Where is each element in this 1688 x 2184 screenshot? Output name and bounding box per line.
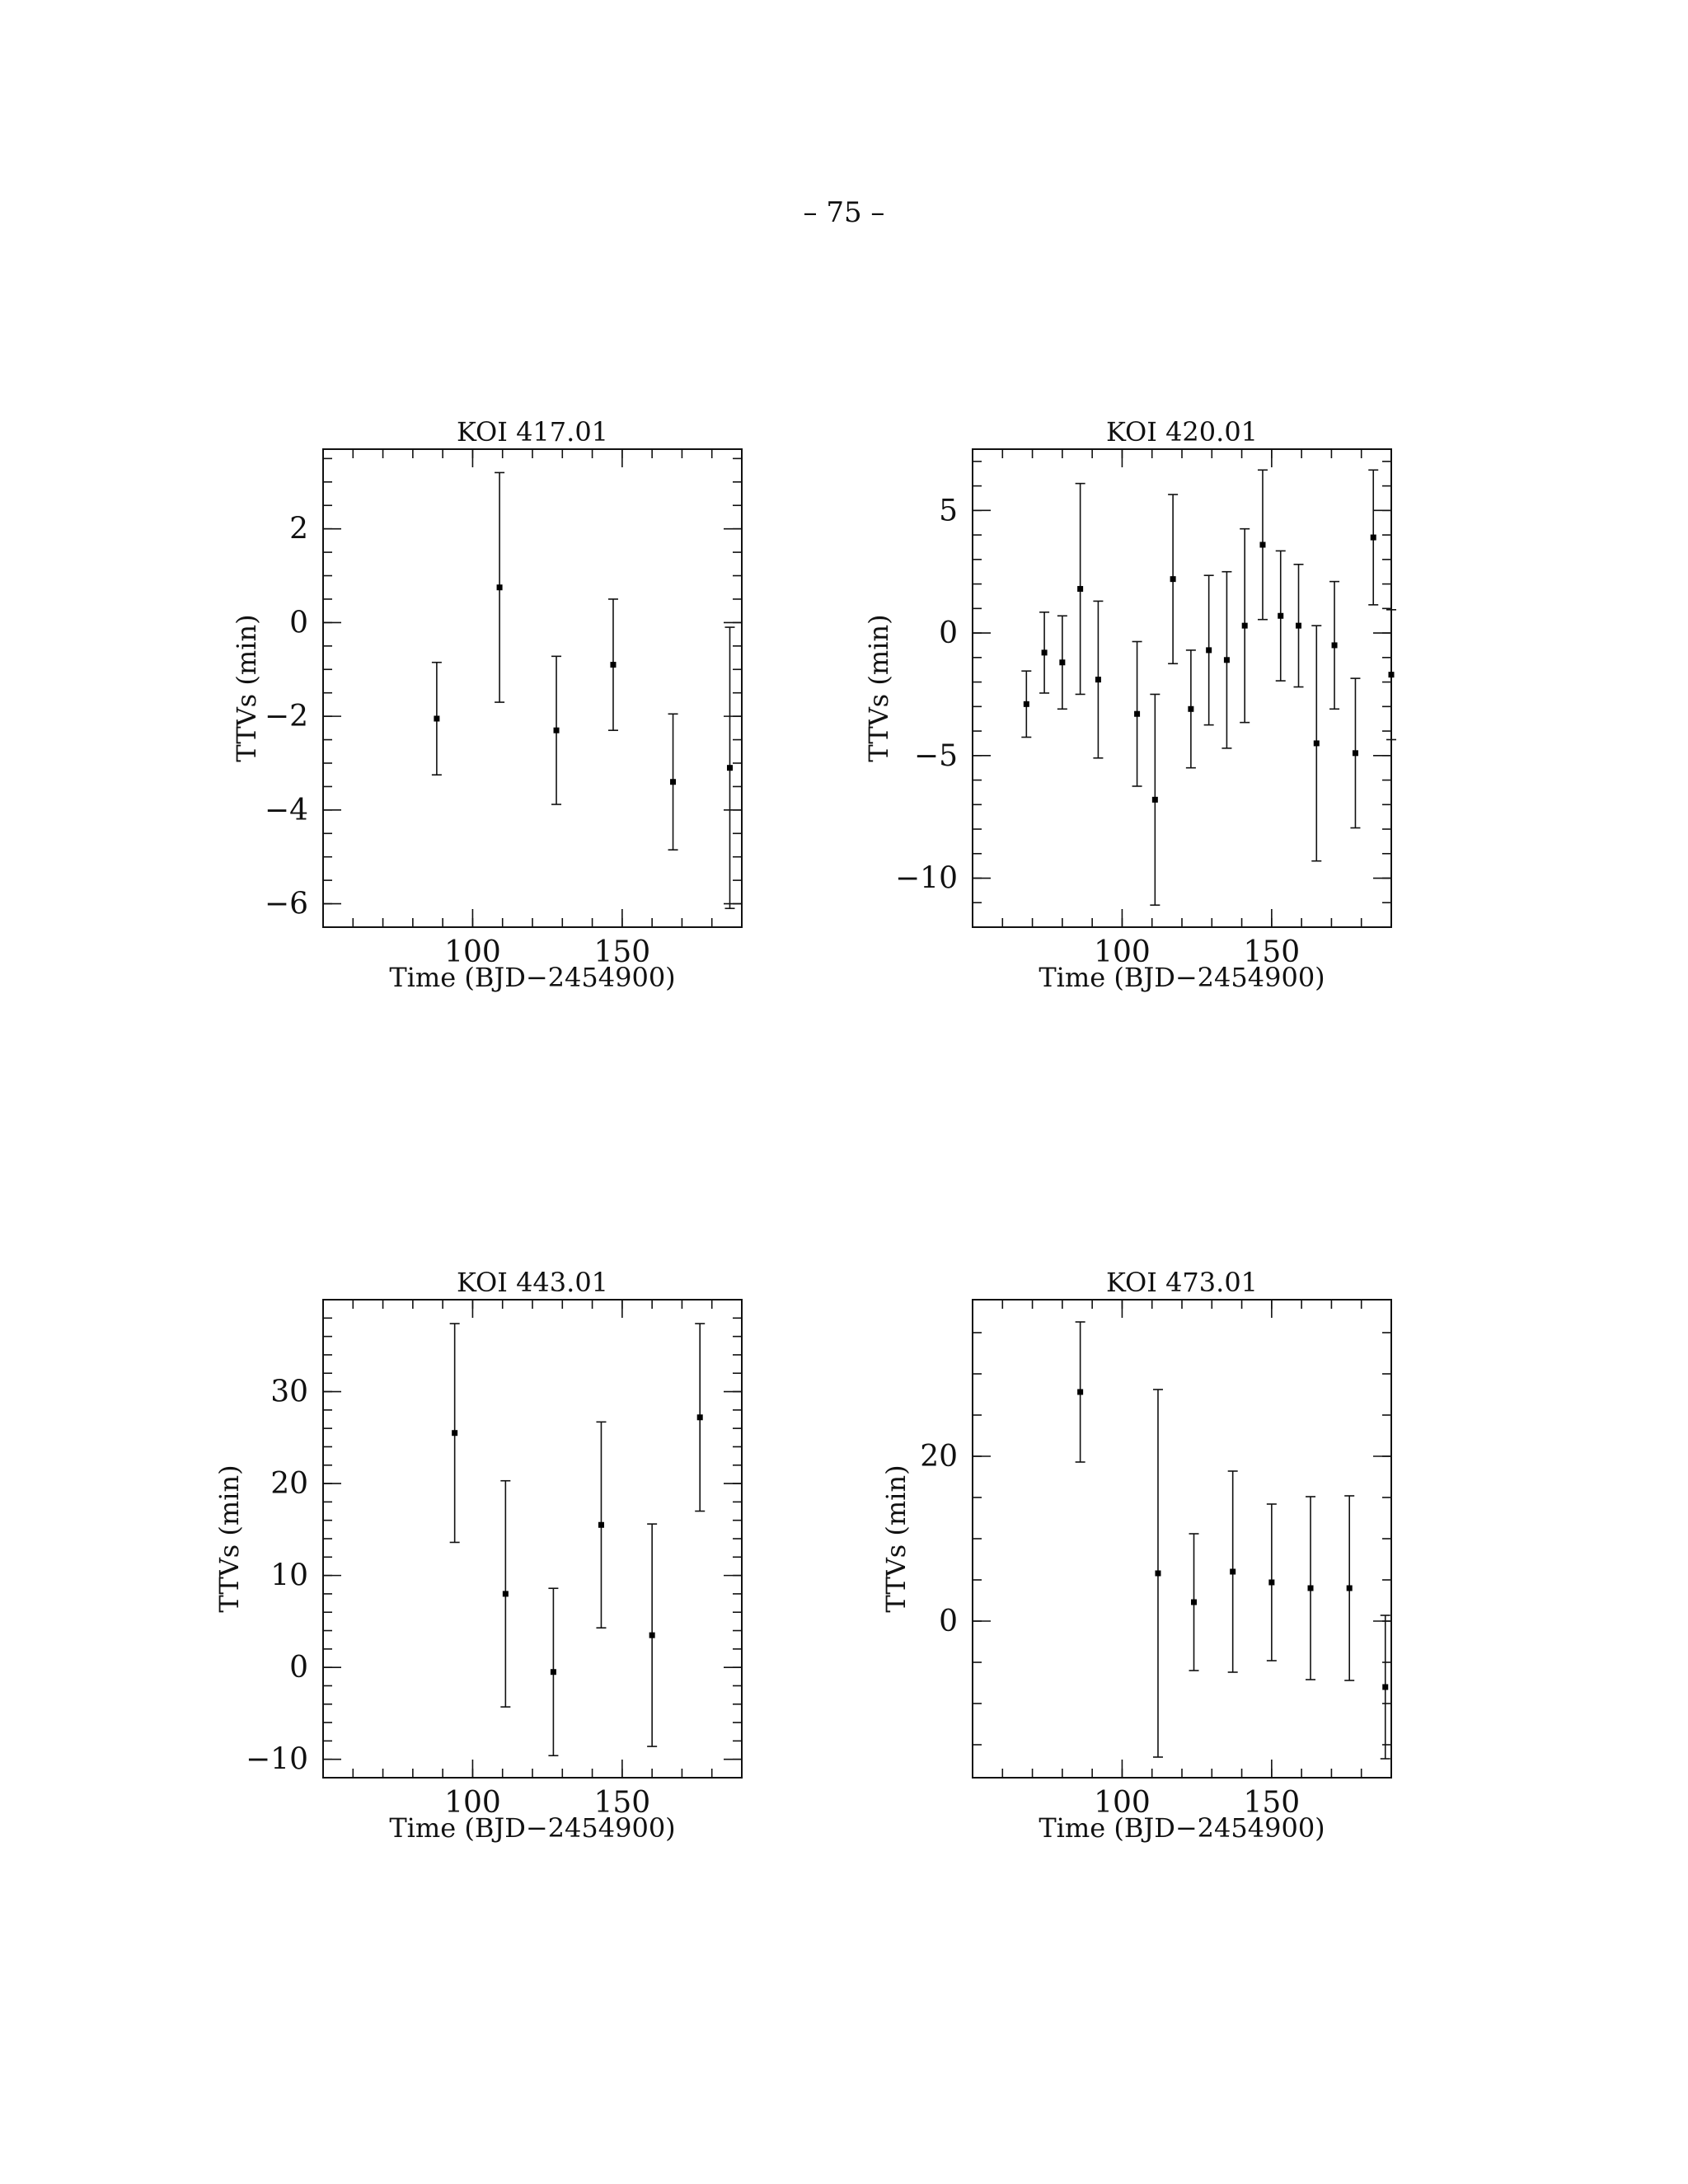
y-tick-label: 20: [270, 1467, 308, 1501]
chart-panel-3: 100 150 −10 0 10 20 30 KOI 443.01 Time (BJD−2454…: [213, 1267, 743, 1844]
y-tick-label: 0: [289, 606, 308, 640]
data-series: [1075, 1321, 1390, 1760]
page-number: – 75 –: [803, 196, 885, 229]
y-tick-label: −5: [914, 739, 958, 773]
data-point: [696, 1414, 703, 1421]
plot-frame: [322, 448, 743, 928]
data-point: [502, 1591, 509, 1597]
data-point: [610, 662, 617, 668]
data-point: [434, 715, 440, 722]
chart-title: KOI 420.01: [1106, 416, 1258, 448]
x-tick-label: 150: [1243, 1786, 1300, 1820]
data-point: [1259, 541, 1266, 548]
axis-ticks: [972, 449, 1392, 928]
y-tick-label: 5: [939, 494, 958, 527]
data-point: [1206, 647, 1212, 654]
data-point: [550, 1669, 556, 1675]
data-point: [1382, 1684, 1389, 1690]
y-tick-label: 30: [270, 1376, 308, 1409]
data-point: [1223, 657, 1230, 663]
data-point: [496, 584, 503, 591]
data-point: [1188, 705, 1194, 712]
data-series: [1021, 469, 1396, 907]
y-tick-label: 0: [939, 616, 958, 650]
y-axis-label: TTVs (min): [880, 1465, 912, 1612]
x-axis-label: Time (BJD−2454900): [1039, 962, 1325, 993]
data-point: [1268, 1579, 1275, 1586]
data-point: [1352, 750, 1358, 757]
data-point: [1313, 740, 1320, 747]
data-point: [1346, 1585, 1353, 1591]
data-point: [1191, 1599, 1198, 1605]
y-tick-label: −10: [246, 1743, 308, 1777]
data-point: [452, 1430, 458, 1436]
data-point: [726, 765, 733, 771]
x-tick-label: 100: [444, 1786, 501, 1820]
y-tick-label: 0: [939, 1605, 958, 1638]
data-point: [1307, 1585, 1314, 1591]
data-series: [431, 471, 735, 910]
data-point: [1278, 612, 1284, 619]
data-point: [1296, 622, 1302, 629]
chart-title: KOI 473.01: [1106, 1267, 1258, 1298]
data-series: [449, 1323, 706, 1757]
data-point: [1059, 659, 1066, 666]
y-tick-label: −2: [265, 700, 308, 733]
x-tick-label: 100: [1094, 935, 1151, 969]
chart-panel-2: 100 150 −10 −5 0 5 KOI 420.01 Time (BJD−2454900…: [863, 416, 1396, 993]
data-point: [1370, 534, 1376, 541]
x-tick-label: 150: [593, 1786, 650, 1820]
data-point: [670, 779, 677, 785]
data-point: [1095, 677, 1101, 683]
data-point: [1388, 672, 1395, 678]
data-point: [1151, 796, 1158, 803]
x-tick-label: 100: [444, 935, 501, 969]
x-axis-label: Time (BJD−2454900): [389, 1812, 675, 1844]
plot-frame: [972, 1299, 1392, 1779]
y-tick-label: −6: [265, 888, 308, 921]
x-axis-label: Time (BJD−2454900): [389, 962, 675, 993]
x-tick-label: 100: [1094, 1786, 1151, 1820]
data-point: [649, 1632, 655, 1638]
y-tick-label: 0: [289, 1651, 308, 1685]
plot-frame: [972, 448, 1392, 928]
axis-ticks: [322, 1299, 743, 1779]
data-point: [1041, 649, 1048, 656]
y-axis-label: TTVs (min): [863, 614, 894, 762]
y-tick-label: −4: [265, 794, 308, 827]
y-tick-label: 20: [920, 1440, 958, 1474]
chart-panel-4: 100 150 0 20 KOI 473.01 Time (BJD−2454900) TTV…: [880, 1267, 1392, 1844]
data-point: [1230, 1568, 1236, 1575]
data-point: [1241, 622, 1248, 629]
data-point: [1155, 1570, 1161, 1577]
y-tick-label: 10: [270, 1559, 308, 1593]
data-point: [1331, 642, 1338, 649]
data-point: [1134, 710, 1141, 717]
data-point: [1077, 586, 1084, 593]
data-point: [598, 1521, 604, 1528]
x-tick-label: 150: [1243, 935, 1300, 969]
y-axis-label: TTVs (min): [231, 614, 262, 762]
x-axis-label: Time (BJD−2454900): [1039, 1812, 1325, 1844]
chart-panel-1: 100 150 −6 −4 −2 0 2 KOI 417.01 Time (BJD−245490…: [231, 416, 743, 993]
x-tick-label: 150: [593, 935, 650, 969]
plot-frame: [322, 1299, 743, 1779]
y-tick-label: −10: [895, 862, 958, 896]
chart-title: KOI 417.01: [457, 416, 608, 448]
data-point: [1023, 701, 1029, 707]
data-point: [553, 727, 560, 733]
axis-ticks: [322, 449, 743, 928]
data-point: [1077, 1389, 1084, 1395]
axis-ticks: [972, 1300, 1392, 1778]
data-point: [1170, 576, 1176, 583]
chart-title: KOI 443.01: [457, 1267, 608, 1298]
y-axis-label: TTVs (min): [213, 1465, 245, 1612]
y-tick-label: 2: [289, 513, 308, 546]
